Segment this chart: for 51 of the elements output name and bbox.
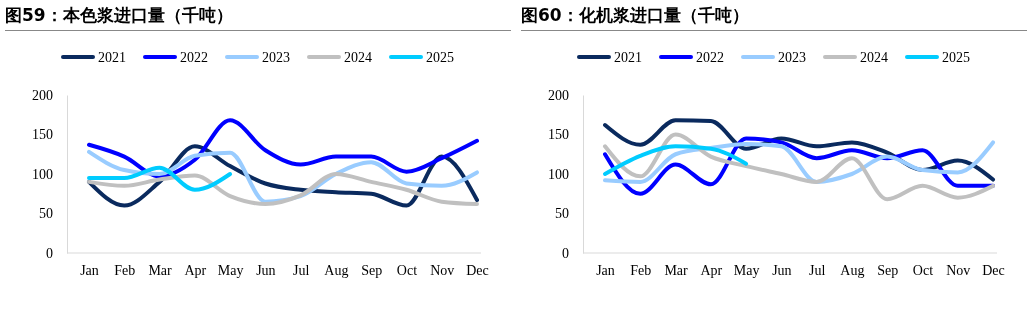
x-tick-label: Jun [772, 262, 792, 278]
x-tick-label: Sep [877, 262, 899, 278]
legend-label: 2022 [696, 50, 724, 65]
x-tick-label: Oct [396, 262, 418, 278]
legend-label: 2023 [262, 50, 290, 65]
chart-title: 图60：化机浆进口量（千吨） [521, 0, 1027, 31]
line-series [603, 140, 995, 184]
y-tick-label: 0 [562, 245, 569, 261]
x-tick-label: Jan [80, 262, 99, 278]
y-tick-label: 50 [555, 206, 569, 222]
x-tick-label: May [733, 262, 760, 278]
x-tick-label: Aug [840, 262, 865, 278]
x-tick-label: Nov [430, 262, 455, 278]
x-tick-label: Feb [630, 262, 652, 278]
line-series [87, 172, 479, 207]
x-tick-label: Aug [324, 262, 349, 278]
line-series [603, 144, 749, 176]
y-tick-label: 150 [548, 127, 569, 143]
legend-label: 2021 [98, 50, 126, 65]
x-tick-label: Jun [256, 262, 276, 278]
y-tick-label: 50 [39, 206, 53, 222]
x-tick-label: Mar [148, 262, 173, 278]
y-tick-label: 0 [46, 245, 53, 261]
x-tick-label: Sep [361, 262, 383, 278]
legend-label: 2022 [180, 50, 208, 65]
x-tick-label: Dec [466, 262, 489, 278]
x-tick-label: Jul [808, 262, 826, 278]
y-tick-label: 100 [32, 166, 53, 182]
y-tick-label: 100 [548, 166, 569, 182]
x-tick-label: Jan [596, 262, 615, 278]
legend-label: 2025 [426, 50, 454, 65]
x-tick-label: Oct [912, 262, 934, 278]
chart-title: 图59：本色浆进口量（千吨） [5, 0, 511, 31]
x-tick-label: Jul [292, 262, 310, 278]
x-tick-label: Apr [700, 262, 723, 278]
x-tick-label: Dec [982, 262, 1005, 278]
legend-label: 2024 [860, 50, 888, 65]
legend-label: 2021 [614, 50, 642, 65]
legend-label: 2023 [778, 50, 806, 65]
line-series [87, 165, 233, 192]
legend-label: 2024 [344, 50, 372, 65]
x-tick-label: Feb [114, 262, 136, 278]
legend-label: 2025 [942, 50, 970, 65]
y-tick-label: 200 [548, 87, 569, 103]
y-tick-label: 150 [32, 127, 53, 143]
x-tick-label: May [217, 262, 244, 278]
x-tick-label: Apr [184, 262, 207, 278]
x-tick-label: Mar [664, 262, 689, 278]
x-tick-label: Nov [946, 262, 971, 278]
y-tick-label: 200 [32, 87, 53, 103]
line-series [87, 118, 479, 179]
